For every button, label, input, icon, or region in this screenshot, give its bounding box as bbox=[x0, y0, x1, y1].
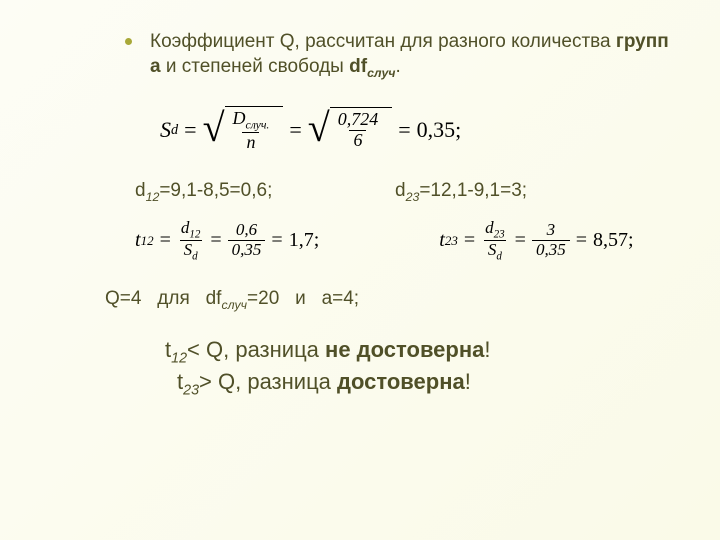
conclusion-line-1: t12< Q, разница не достоверна! bbox=[165, 336, 670, 368]
bullet-text: Коэффициент Q, рассчитан для разного кол… bbox=[150, 30, 670, 81]
q-parameters: Q=4 для dfслуч=20 и а=4; bbox=[105, 288, 670, 312]
d23-value: d23=12,1-9,1=3; bbox=[395, 180, 527, 204]
bullet-item: Коэффициент Q, рассчитан для разного кол… bbox=[125, 30, 670, 81]
bullet-icon bbox=[125, 38, 132, 45]
d12-value: d12=9,1-8,5=0,6; bbox=[135, 180, 395, 204]
conclusion-line-2: t23> Q, разница достоверна! bbox=[177, 368, 670, 400]
d-values-row: d12=9,1-8,5=0,6; d23=12,1-9,1=3; bbox=[135, 180, 670, 204]
conclusion-block: t12< Q, разница не достоверна! t23> Q, р… bbox=[165, 336, 670, 400]
t-formulas-row: t12 = d12 Sd = 0,6 0,35 = 1,7; t23 = d23… bbox=[135, 219, 670, 263]
formula-t12: t12 = d12 Sd = 0,6 0,35 = 1,7; bbox=[135, 219, 319, 263]
formula-sd: Sd = √ Dслуч. n = √ 0,724 6 bbox=[160, 106, 670, 155]
slide-content: Коэффициент Q, рассчитан для разного кол… bbox=[0, 0, 720, 430]
formula-t23: t23 = d23 Sd = 3 0,35 = 8,57; bbox=[439, 219, 633, 263]
